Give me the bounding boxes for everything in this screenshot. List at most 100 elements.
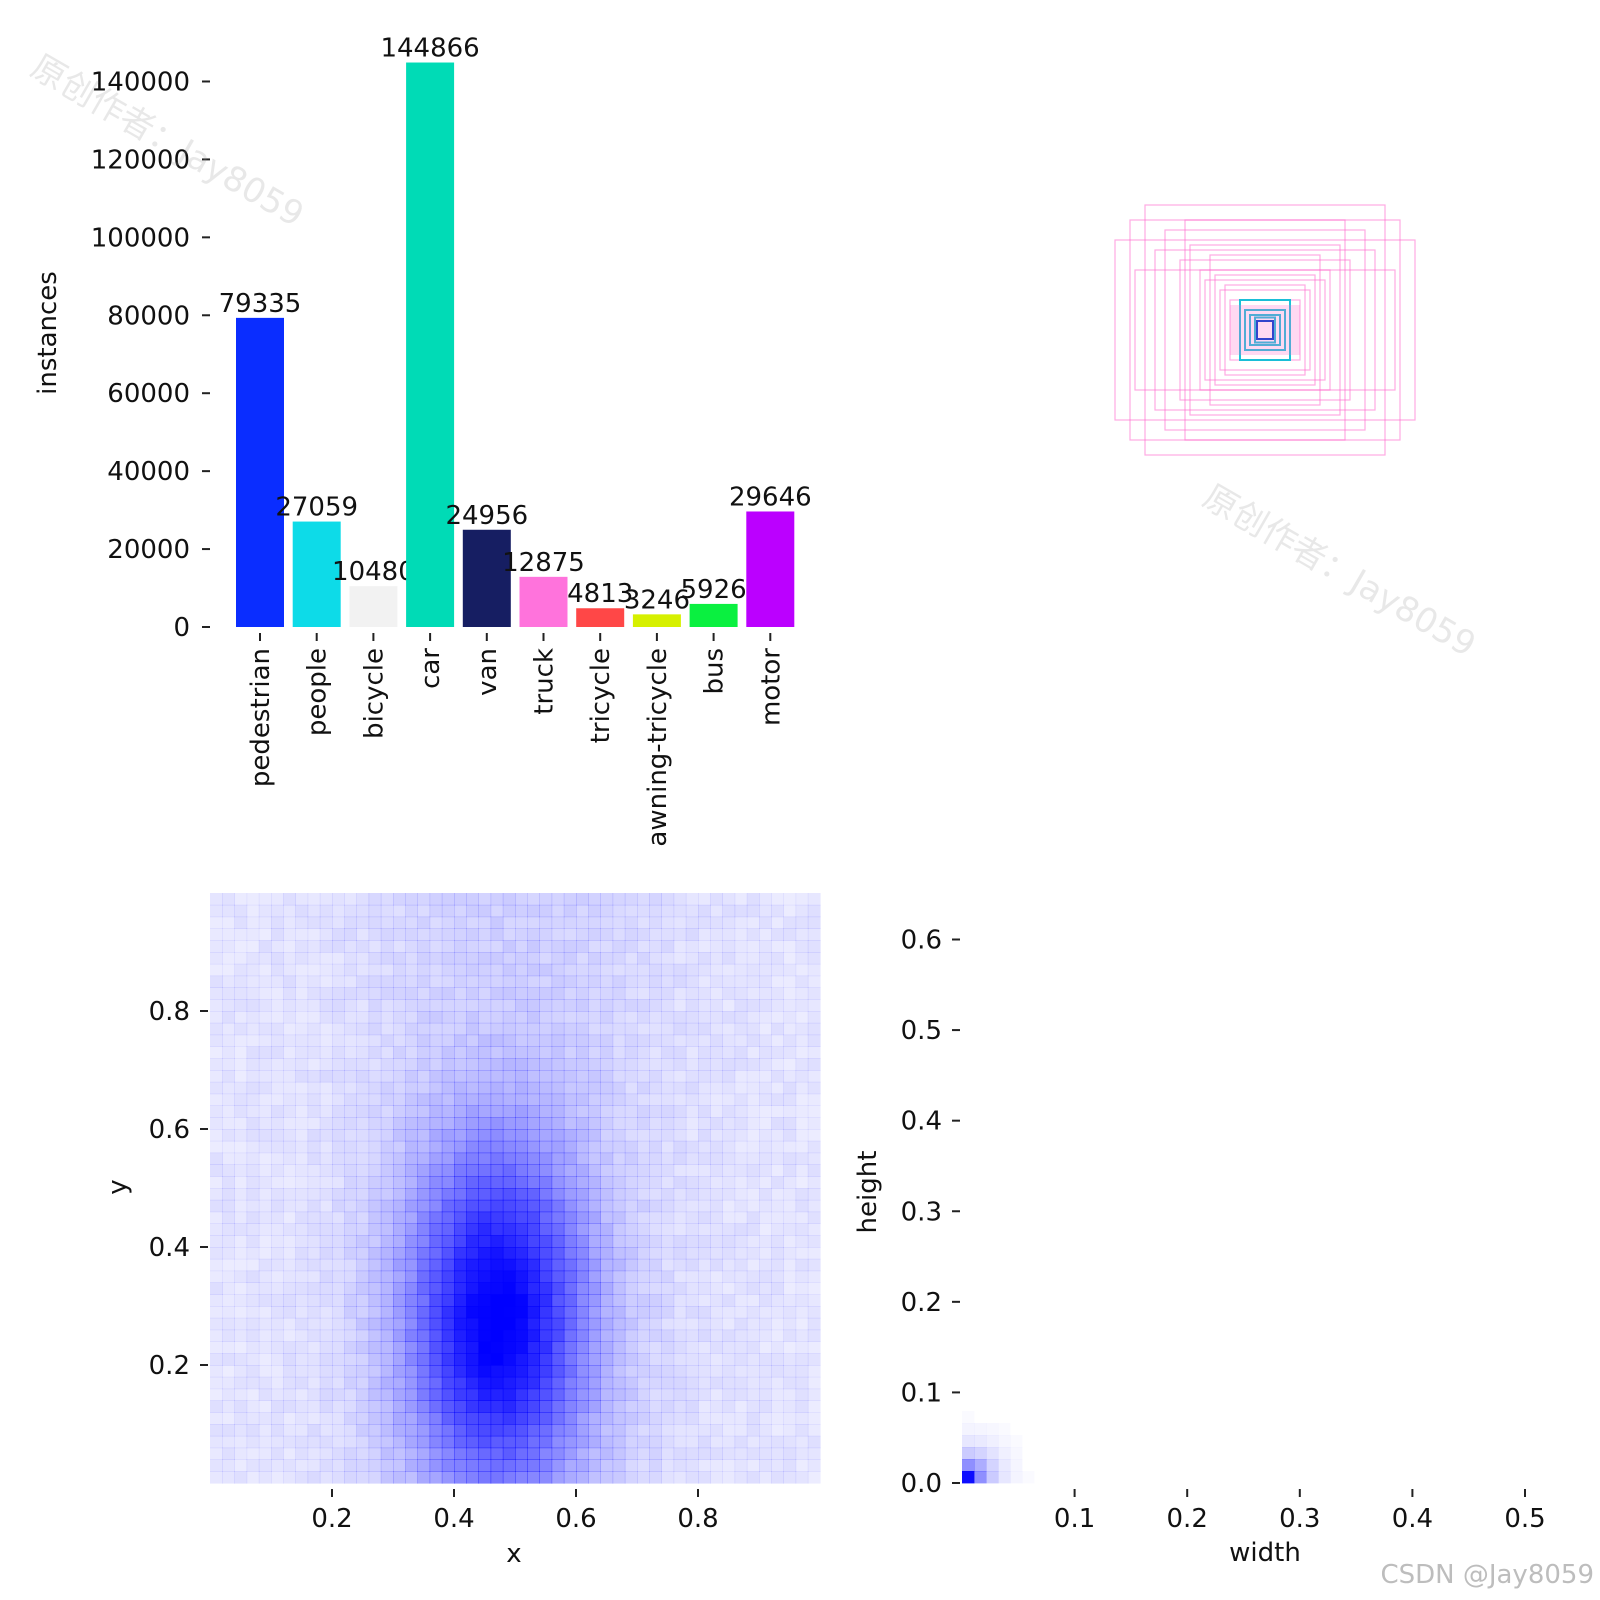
xy-heat-cell xyxy=(332,1022,345,1036)
xy-heat-cell xyxy=(307,1294,321,1307)
xy-heat-cell xyxy=(746,1388,760,1401)
xy-heat-cell xyxy=(515,1176,528,1189)
xy-heat-cell xyxy=(624,1117,638,1130)
xy-heat-cell xyxy=(454,1176,467,1189)
xy-heat-cell xyxy=(734,987,748,1000)
xy-heat-cell xyxy=(527,999,540,1012)
xy-heat-cell xyxy=(441,916,455,929)
xy-heat-cell xyxy=(271,1140,284,1154)
xy-heat-cell xyxy=(368,1400,382,1413)
xy-heat-cell xyxy=(685,1329,699,1342)
xy-heat-cell xyxy=(710,1117,723,1130)
xy-heat-cell xyxy=(698,1424,711,1437)
xy-heat-cell xyxy=(612,1459,626,1472)
xy-heat-cell xyxy=(441,987,455,1000)
xy-heat-cell xyxy=(637,916,650,929)
xy-heat-cell xyxy=(759,1400,772,1413)
xy-heat-cell xyxy=(807,1164,821,1177)
xy-heat-cell xyxy=(393,916,406,929)
wh-y-tick-label: 0.0 xyxy=(901,1469,942,1499)
xy-heat-cell xyxy=(454,916,467,929)
box-outline xyxy=(1239,299,1291,361)
xy-heat-cell xyxy=(222,999,235,1012)
xy-heat-cell xyxy=(332,1199,345,1213)
xy-heat-cell xyxy=(746,1412,760,1425)
box-outline xyxy=(1209,254,1321,406)
xy-heat-cell xyxy=(661,1176,675,1189)
xy-heat-cell xyxy=(490,1258,504,1272)
xy-heat-cell xyxy=(515,1329,528,1342)
xy-heat-cell xyxy=(283,987,296,1000)
xy-heat-cell xyxy=(380,1223,394,1236)
xy-heat-cell xyxy=(795,1093,809,1106)
xy-heat-cell xyxy=(612,1105,626,1118)
xy-heat-cell xyxy=(380,1247,394,1260)
xy-heat-cell xyxy=(612,916,626,929)
xy-heat-cell xyxy=(332,1247,345,1260)
xy-heat-cell xyxy=(624,1152,638,1165)
xy-heat-cell xyxy=(466,1081,479,1095)
xy-heat-cell xyxy=(795,1164,809,1177)
xy-heat-cell xyxy=(295,1235,309,1248)
xy-heat-cell xyxy=(210,952,223,965)
xy-heat-cell xyxy=(271,1164,284,1177)
xy-heat-cell xyxy=(710,1353,723,1366)
xy-heat-cell xyxy=(563,1211,577,1224)
xy-heat-cell xyxy=(563,963,577,977)
xy-heat-cell xyxy=(539,1176,553,1189)
xy-heat-cell xyxy=(722,1164,736,1177)
xy-heat-cell xyxy=(746,1424,760,1437)
xy-y-tick-label: 0.2 xyxy=(149,1351,190,1381)
xy-heat-cell xyxy=(441,1022,455,1036)
xy-heat-cell xyxy=(393,1034,406,1047)
xy-heat-cell xyxy=(685,999,699,1012)
xy-heat-cell xyxy=(783,940,797,953)
xy-heat-cell xyxy=(234,1022,248,1036)
xy-heat-cell xyxy=(771,1294,784,1307)
xy-heat-cell xyxy=(210,1329,223,1342)
xy-heat-cell xyxy=(258,1400,272,1413)
box-outline xyxy=(1179,259,1351,401)
xy-heat-cell xyxy=(661,1105,675,1118)
xy-heat-cell xyxy=(746,987,760,1000)
xy-heat-cell xyxy=(258,1447,272,1460)
xy-heat-cell xyxy=(551,1435,565,1449)
xy-heat-cell xyxy=(771,1188,784,1201)
xy-heat-cell xyxy=(490,1011,504,1024)
xy-heat-cell xyxy=(502,1317,516,1331)
xy-heat-cell xyxy=(673,1022,687,1036)
xy-heat-cell xyxy=(332,1211,345,1224)
xy-heat-cell xyxy=(588,1365,601,1378)
xy-heat-cell xyxy=(332,1164,345,1177)
xy-heat-cell xyxy=(344,893,357,906)
xy-heat-cell xyxy=(246,1400,260,1413)
xy-heat-cell xyxy=(759,1235,772,1248)
xy-heat-cell xyxy=(563,1011,577,1024)
xy-heat-cell xyxy=(356,1058,370,1071)
xy-heat-cell xyxy=(722,975,736,988)
xy-heat-cell xyxy=(295,1447,309,1460)
xy-heat-cell xyxy=(490,1140,504,1154)
xy-heat-cell xyxy=(783,928,797,941)
xy-heat-cell xyxy=(246,1376,260,1390)
xy-heat-cell xyxy=(356,1046,370,1059)
xy-heat-cell xyxy=(356,1459,370,1472)
box-outline xyxy=(1189,244,1341,416)
xy-heat-cell xyxy=(576,1306,589,1319)
xy-heat-cell xyxy=(795,1211,809,1224)
xy-heat-cell xyxy=(380,1199,394,1213)
xy-heat-cell xyxy=(710,1129,723,1142)
xy-heat-cell xyxy=(332,1329,345,1342)
xy-heat-cell xyxy=(417,916,431,929)
xy-heat-cell xyxy=(258,1188,272,1201)
xy-heat-cell xyxy=(600,1152,614,1165)
xy-heat-cell xyxy=(783,963,797,977)
xy-heat-cell xyxy=(441,1129,455,1142)
xy-heat-cell xyxy=(466,1282,479,1295)
xy-heat-cell xyxy=(515,1046,528,1059)
xy-heat-cell xyxy=(344,1223,357,1236)
xy-heat-cell xyxy=(295,1046,309,1059)
xy-heat-cell xyxy=(234,1353,248,1366)
xy-heat-cell xyxy=(356,1388,370,1401)
xy-heat-cell xyxy=(258,1223,272,1236)
